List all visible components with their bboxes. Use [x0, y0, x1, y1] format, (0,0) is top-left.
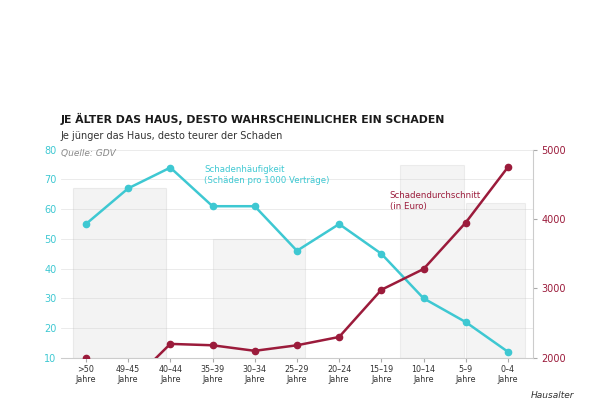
Bar [73, 188, 166, 358]
Text: Schadendurchschnitt
(in Euro): Schadendurchschnitt (in Euro) [390, 191, 481, 211]
Bar [213, 239, 305, 358]
Text: Hausalter: Hausalter [531, 391, 574, 400]
Text: Schadenhäufigkeit
(Schäden pro 1000 Verträge): Schadenhäufigkeit (Schäden pro 1000 Vert… [204, 165, 330, 185]
Text: Je jünger das Haus, desto teurer der Schaden: Je jünger das Haus, desto teurer der Sch… [61, 131, 283, 141]
Bar [466, 203, 525, 358]
Bar [401, 165, 464, 358]
Text: Quelle: GDV: Quelle: GDV [61, 149, 115, 158]
Text: JE ÄLTER DAS HAUS, DESTO WAHRSCHEINLICHER EIN SCHADEN: JE ÄLTER DAS HAUS, DESTO WAHRSCHEINLICHE… [61, 113, 445, 125]
